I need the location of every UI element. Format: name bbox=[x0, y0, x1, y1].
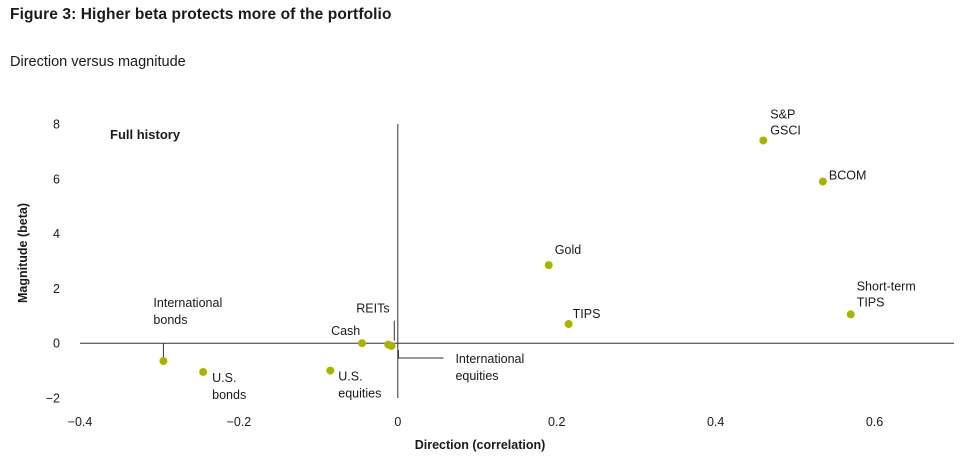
chart-subtitle: Direction versus magnitude bbox=[10, 54, 186, 70]
point-label: REITs bbox=[356, 302, 389, 316]
point-label: International bbox=[153, 296, 222, 310]
chart-title: Figure 3: Higher beta protects more of t… bbox=[10, 6, 392, 23]
panel-label: Full history bbox=[110, 127, 181, 142]
x-tick-label: −0.2 bbox=[227, 415, 252, 429]
point-label: Gold bbox=[555, 243, 581, 257]
point-label: bonds bbox=[153, 313, 187, 327]
data-point bbox=[387, 341, 396, 350]
y-axis-label: Magnitude (beta) bbox=[16, 203, 30, 303]
point-label: GSCI bbox=[770, 123, 801, 137]
point-label: Cash bbox=[331, 324, 360, 338]
x-tick-label: 0.6 bbox=[866, 415, 883, 429]
point-label: TIPS bbox=[857, 295, 885, 309]
data-point bbox=[564, 320, 573, 329]
data-point bbox=[326, 366, 335, 375]
leader-lines bbox=[162, 320, 444, 359]
point-label: U.S. bbox=[338, 370, 362, 384]
point-label: Short-term bbox=[857, 279, 916, 293]
point-label: International bbox=[455, 352, 524, 366]
y-tick-label: 8 bbox=[53, 118, 60, 132]
point-label: U.S. bbox=[212, 371, 236, 385]
point-labels: S&P GSCI BCOM Gold TIPS Short-term TIPS Interna… bbox=[153, 107, 915, 402]
point-label: equities bbox=[338, 387, 381, 401]
x-tick-label: −0.4 bbox=[68, 415, 93, 429]
data-point bbox=[759, 136, 768, 145]
y-tick-label: 6 bbox=[53, 172, 60, 186]
x-tick-label: 0.2 bbox=[548, 415, 565, 429]
leader-line bbox=[397, 349, 444, 359]
data-point bbox=[358, 339, 367, 348]
y-tick-label: 4 bbox=[53, 227, 60, 241]
data-point bbox=[846, 310, 855, 319]
point-label: BCOM bbox=[829, 169, 867, 183]
tick-labels: −0.4 −0.2 0 0.2 0.4 0.6 −2 0 2 4 6 8 bbox=[46, 118, 884, 430]
data-points bbox=[159, 136, 855, 376]
x-axis-label: Direction (correlation) bbox=[415, 438, 546, 452]
y-tick-label: 2 bbox=[53, 282, 60, 296]
x-tick-label: 0.4 bbox=[707, 415, 724, 429]
x-tick-label: 0 bbox=[394, 415, 401, 429]
point-label: TIPS bbox=[573, 307, 601, 321]
point-label: bonds bbox=[212, 388, 246, 402]
axes bbox=[80, 124, 954, 398]
y-tick-label: 0 bbox=[53, 337, 60, 351]
point-label: equities bbox=[455, 369, 498, 383]
data-point bbox=[159, 357, 168, 366]
point-label: S&P bbox=[770, 107, 795, 121]
y-tick-label: −2 bbox=[46, 392, 60, 406]
data-point bbox=[818, 177, 827, 186]
data-point bbox=[199, 367, 208, 376]
data-point bbox=[544, 261, 553, 270]
